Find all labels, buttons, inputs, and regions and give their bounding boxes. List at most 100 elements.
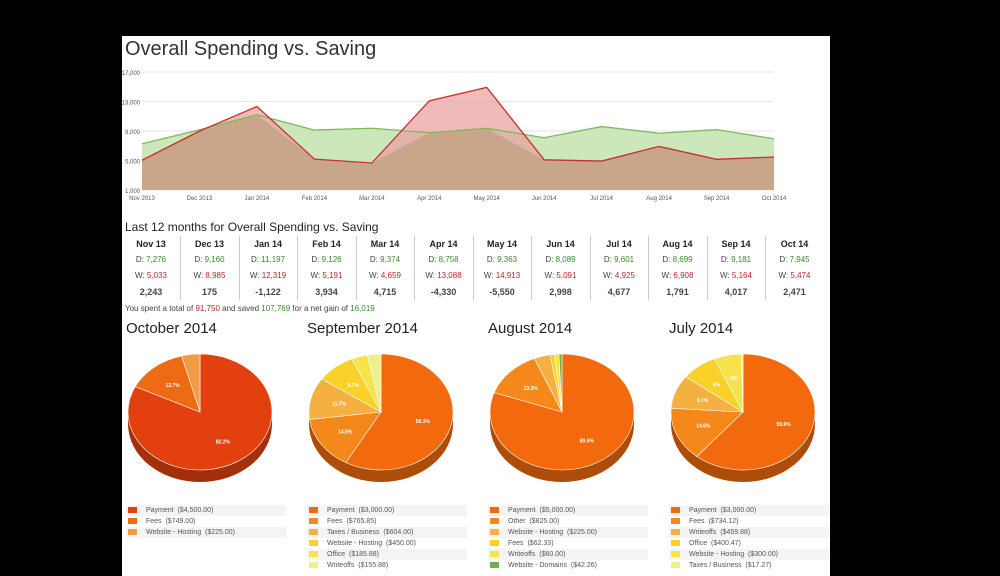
net-gain: 16,019 — [350, 304, 375, 313]
legend-label: Payment — [146, 507, 174, 514]
dashboard-panel: Overall Spending vs. Saving 17,000 13,000… — [122, 36, 830, 576]
summary-deposit: D: 9,363 — [486, 255, 518, 264]
pie-pct-label: 11.7% — [332, 402, 346, 408]
y-tick-label: 13,000 — [122, 101, 141, 107]
summary-month: Dec 13 — [194, 239, 225, 249]
summary-deposit: D: 9,601 — [603, 255, 635, 264]
legend-amount: ($400.47) — [711, 540, 742, 547]
summary-net: 175 — [201, 287, 218, 297]
pie-september: 58.1% 14.8% 11.7% 8.7% — [308, 353, 454, 482]
deposits-line — [141, 114, 775, 145]
legend-swatch — [671, 540, 680, 547]
legend-amount: ($3,000.00) — [720, 507, 757, 514]
legend-swatch — [490, 529, 499, 536]
pie-slice — [181, 353, 201, 413]
legend-swatch — [309, 518, 318, 525]
pie-pct-label: 6% — [730, 376, 738, 382]
summary-deposit: D: 8,699 — [662, 255, 693, 264]
legend-amount: ($225.00) — [567, 529, 597, 536]
pie-slice — [309, 411, 382, 463]
legend-swatch — [490, 540, 499, 547]
legend-swatch — [490, 507, 499, 514]
summary-withdrawal: W: 5,033 — [135, 271, 167, 280]
summary-month: Feb 14 — [312, 239, 341, 249]
summary-withdrawal: W: 14,913 — [483, 271, 521, 280]
legend-amount: ($459.88) — [720, 529, 751, 536]
legend-amount: ($155.88) — [358, 562, 389, 569]
legend-swatch — [671, 529, 680, 536]
legend-swatch — [671, 551, 680, 558]
summary-withdrawal: W: 5,191 — [310, 271, 343, 280]
pie-pct-label: 80.6% — [580, 438, 595, 444]
summary-net: 2,471 — [783, 287, 806, 297]
summary-column: Oct 14 D: 7,945 W: 5,474 2,471 — [766, 236, 824, 300]
summary-column: Feb 14 D: 9,126 W: 5,191 3,934 — [298, 236, 357, 300]
legend-item: Payment ($4,500.00) — [126, 505, 286, 516]
legend-label: Payment — [327, 507, 355, 514]
legend-amount: ($5,000.00) — [539, 507, 576, 514]
pie-slice — [696, 353, 816, 471]
legend-amount: ($62.33) — [527, 540, 554, 547]
legend-label: Taxes / Business — [327, 529, 380, 536]
legend-label: Writeoffs — [508, 551, 536, 558]
pie-legend: Payment ($3,000.00) Fees ($765.85) Taxes /… — [307, 505, 467, 571]
legend-item: Office ($400.47) — [669, 538, 829, 549]
legend-label: Other — [508, 518, 526, 525]
legend-swatch — [309, 507, 318, 514]
x-tick-label: Dec 2013 — [187, 196, 213, 202]
summary-column: Jul 14 D: 9,601 W: 4,925 4,677 — [590, 236, 649, 300]
summary-column: Sep 14 D: 9,181 W: 5,164 4,017 — [707, 236, 766, 300]
x-tick-label: Apr 2014 — [417, 196, 442, 202]
summary-deposit: D: 7,945 — [779, 255, 810, 264]
summary-withdrawal: W: 6,908 — [661, 271, 694, 280]
summary-month: Aug 14 — [662, 239, 693, 249]
legend-label: Writeoffs — [689, 529, 717, 536]
pie-depth — [128, 412, 272, 482]
summary-withdrawal: W: 12,319 — [249, 271, 287, 280]
legend-item: Taxes / Business ($604.00) — [307, 527, 467, 538]
legend-label: Website - Hosting — [689, 551, 745, 558]
legend-item: Fees ($734.12) — [669, 516, 829, 527]
legend-item: Payment ($3,000.00) — [307, 505, 467, 516]
pie-depth — [490, 412, 634, 482]
summary-month: May 14 — [486, 239, 518, 249]
summary-month: Jul 14 — [606, 239, 632, 249]
summary-month: Jun 14 — [546, 239, 575, 249]
summary-month: Mar 14 — [370, 239, 400, 249]
pie-pct-label: 8% — [713, 383, 721, 389]
legend-item: Office ($185.88) — [307, 549, 467, 560]
pie-block-august: August 2014 80.6% 13.3% Payment ($5,000.0… — [484, 320, 654, 576]
summary-net: -5,550 — [489, 287, 515, 297]
x-tick-label: Nov 2013 — [129, 196, 155, 202]
overlap-area — [142, 114, 774, 190]
pie-slice — [558, 353, 563, 413]
summary-net: 4,715 — [373, 287, 397, 297]
legend-amount: ($825.00) — [529, 518, 560, 525]
legend-item: Writeoffs ($60.00) — [488, 549, 648, 560]
legend-label: Office — [327, 551, 346, 558]
pie-pct-label: 82.2% — [216, 440, 231, 446]
pie-title: October 2014 — [126, 320, 217, 337]
legend-label: Payment — [689, 507, 717, 514]
legend-swatch — [490, 562, 499, 569]
pie-legend: Payment ($4,500.00) Fees ($749.00) Website… — [126, 505, 286, 538]
pie-pct-label: 13.3% — [524, 386, 539, 392]
x-tick-label: Sep 2014 — [704, 196, 730, 202]
legend-label: Website - Domains — [508, 562, 568, 569]
legend-item: Website - Hosting ($300.00) — [669, 549, 829, 560]
summary-column: Jan 14 D: 11,197 W: 12,319 -1,122 — [239, 236, 298, 300]
legend-amount: ($225.00) — [205, 529, 235, 536]
summary-withdrawal: W: 5,474 — [778, 271, 811, 280]
summary-deposit: D: 11,197 — [250, 255, 286, 264]
legend-label: Office — [689, 540, 708, 547]
pie-block-july: July 2014 59.6% 14.6% 9.1% 8% 6% Payment ($3… — [665, 320, 830, 576]
pie-legend: Payment ($3,000.00) Fees ($734.12) Writeof… — [669, 505, 829, 571]
legend-swatch — [309, 551, 318, 558]
pie-title: July 2014 — [669, 320, 734, 337]
legend-label: Fees — [508, 540, 524, 547]
pie-august: 80.6% 13.3% — [489, 353, 635, 482]
pie-pct-label: 9.1% — [697, 398, 709, 404]
pie-title: September 2014 — [307, 320, 418, 337]
x-tick-label: Oct 2014 — [762, 196, 787, 202]
